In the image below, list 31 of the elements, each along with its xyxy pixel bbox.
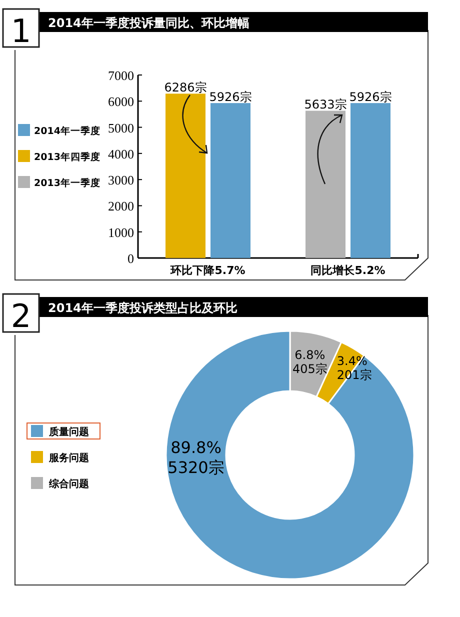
text: 2 bbox=[10, 297, 32, 335]
x-tick-label: 环比下降5.7% bbox=[170, 264, 246, 277]
data-label: 5926宗 bbox=[349, 90, 392, 104]
y-tick-label: 0 bbox=[128, 251, 134, 266]
bar bbox=[350, 103, 390, 258]
legend-label: 2014年一季度 bbox=[34, 125, 100, 137]
data-label: 6.8% 405宗 bbox=[292, 348, 328, 376]
y-tick-label: 2000 bbox=[108, 198, 134, 214]
chart-title: 2014年一季度投诉量同比、环比增幅 bbox=[48, 16, 250, 30]
donut-slice bbox=[165, 330, 415, 580]
legend-label: 综合问题 bbox=[48, 478, 89, 490]
data-label: 5633宗 bbox=[304, 98, 347, 112]
legend-label: 服务问题 bbox=[48, 452, 89, 464]
chart-title: 2014年一季度投诉类型占比及环比 bbox=[48, 301, 238, 315]
data-label: 5926宗 bbox=[209, 90, 252, 104]
x-tick-label: 同比增长5.2% bbox=[310, 264, 386, 277]
y-tick-label: 4000 bbox=[108, 146, 134, 162]
legend-label: 质量问题 bbox=[48, 426, 89, 438]
bar bbox=[210, 103, 250, 258]
data-label: 89.8% 5320宗 bbox=[168, 438, 224, 477]
legend-label: 2013年四季度 bbox=[34, 151, 100, 163]
bar bbox=[306, 110, 346, 258]
y-tick-label: 5000 bbox=[108, 120, 134, 136]
text: 1 bbox=[10, 12, 32, 50]
bar bbox=[166, 94, 206, 258]
y-tick-label: 6000 bbox=[108, 94, 134, 110]
y-tick-label: 3000 bbox=[108, 172, 134, 188]
data-label: 6286宗 bbox=[164, 80, 207, 95]
legend-label: 2013年一季度 bbox=[34, 177, 100, 189]
y-tick-label: 1000 bbox=[108, 224, 134, 240]
y-tick-label: 7000 bbox=[108, 68, 134, 83]
